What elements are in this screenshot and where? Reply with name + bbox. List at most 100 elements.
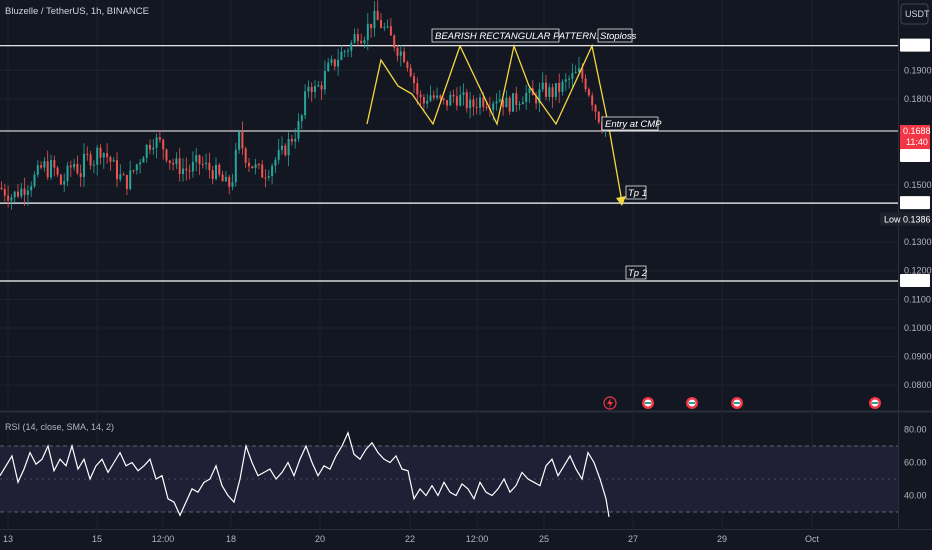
candle-body	[521, 101, 524, 105]
time-tick-label: 12:00	[466, 534, 489, 544]
candle-body	[79, 173, 82, 178]
candle-body	[538, 89, 541, 104]
candle-body	[568, 78, 571, 80]
time-tick-label: 27	[628, 534, 638, 544]
candle-body	[135, 164, 138, 171]
rsi-tick-label: 40.00	[904, 491, 927, 501]
candle-body	[512, 93, 514, 112]
candle-body	[518, 104, 521, 106]
rsi-axis[interactable]: 80.00 60.00 40.00	[904, 425, 927, 501]
candle-body	[244, 148, 247, 163]
candle-body	[267, 176, 270, 178]
rsi-pane[interactable]	[0, 413, 898, 528]
candle-body	[0, 187, 3, 189]
candle-body	[23, 188, 26, 195]
candle-body	[36, 165, 39, 175]
candle-body	[561, 81, 564, 92]
candle-body	[587, 89, 590, 96]
candle-body	[508, 97, 511, 112]
low-value: 0.1386	[903, 214, 931, 224]
candle-body	[591, 95, 594, 106]
candle-body	[284, 145, 287, 156]
candle-body	[254, 164, 257, 168]
candle-body	[432, 95, 435, 98]
economic-event-icon[interactable]	[731, 397, 743, 409]
candle-body	[416, 83, 419, 95]
candle-body	[594, 105, 597, 112]
candles	[0, 0, 607, 210]
candle-body	[264, 177, 267, 179]
candle-body	[96, 147, 99, 165]
last-price-secondary-badge: 0.1688	[900, 149, 931, 162]
time-axis[interactable]: 13 15 12:00 18 20 22 12:00 25 27 29 Oct	[3, 534, 820, 544]
candle-body	[314, 86, 316, 93]
pattern-zigzag-line[interactable]	[366, 43, 623, 203]
candle-body	[495, 101, 498, 104]
candle-body	[396, 47, 399, 56]
annotation-tp2[interactable]: Tp 2	[625, 265, 648, 280]
candle-body	[548, 87, 551, 97]
level-price-badge-text: 0.1986	[903, 41, 931, 51]
price-pane[interactable]	[0, 0, 898, 410]
candle-body	[17, 191, 19, 197]
candle-body	[139, 162, 142, 165]
candle-body	[182, 168, 184, 174]
rsi-series	[0, 431, 610, 518]
annotation-tp1[interactable]: Tp 1	[625, 185, 647, 200]
candle-body	[366, 23, 369, 41]
candle-body	[191, 161, 194, 172]
flash-event-icon[interactable]	[603, 396, 617, 410]
price-tick-label: 0.1200	[904, 266, 932, 276]
rsi-line[interactable]	[0, 431, 610, 518]
candle-body	[505, 97, 508, 108]
economic-event-icon[interactable]	[869, 397, 881, 409]
candle-body	[281, 145, 283, 150]
candle-body	[290, 138, 293, 142]
candle-body	[498, 99, 501, 102]
candle-body	[69, 165, 72, 168]
candle-body	[459, 94, 462, 106]
level-price-badge-text: 0.1164	[903, 276, 930, 286]
grid	[0, 0, 898, 528]
currency-button[interactable]: USDT	[900, 3, 930, 25]
candle-body	[106, 153, 109, 158]
candle-body	[307, 86, 310, 92]
candle-body	[584, 78, 587, 90]
level-price-badge-text: 0.1436	[903, 198, 931, 208]
rsi-indicator-label[interactable]: RSI (14, close, SMA, 14, 2)	[5, 422, 114, 432]
candle-body	[436, 95, 439, 98]
price-tick-label: 0.0900	[904, 352, 932, 362]
candle-body	[277, 149, 280, 160]
candle-body	[317, 85, 320, 87]
candle-body	[446, 100, 448, 106]
annotation-pattern-label[interactable]: BEARISH RECTANGULAR PATTERN.	[431, 28, 599, 43]
symbol-title[interactable]: Bluzelle / TetherUS, 1h, BINANCE	[5, 6, 149, 17]
candle-body	[413, 76, 415, 84]
candle-body	[452, 94, 455, 97]
economic-event-icon[interactable]	[642, 397, 654, 409]
candle-body	[337, 59, 340, 67]
time-tick-label: 25	[539, 534, 549, 544]
price-axis[interactable]: 0.1900 0.1800 0.1500 0.1300 0.1200 0.1100 0.10…	[904, 65, 932, 390]
low-label: Low	[884, 214, 901, 224]
economic-event-icon[interactable]	[686, 397, 698, 409]
candle-body	[403, 51, 406, 63]
candle-body	[578, 68, 580, 73]
candle-body	[465, 92, 468, 109]
candle-body	[327, 62, 330, 71]
candle-body	[208, 162, 211, 171]
candle-body	[89, 154, 92, 166]
candle-body	[7, 195, 10, 201]
annotation-stoploss[interactable]: Stoploss	[597, 28, 637, 43]
annotation-entry[interactable]: Entry at CMP	[601, 116, 662, 131]
price-tick-label: 0.1500	[904, 180, 932, 190]
candle-body	[109, 157, 112, 162]
time-tick-label: 18	[226, 534, 236, 544]
candle-body	[386, 26, 389, 28]
candle-body	[406, 62, 409, 68]
candle-body	[297, 121, 300, 139]
candle-body	[66, 165, 69, 182]
candle-body	[26, 190, 29, 195]
